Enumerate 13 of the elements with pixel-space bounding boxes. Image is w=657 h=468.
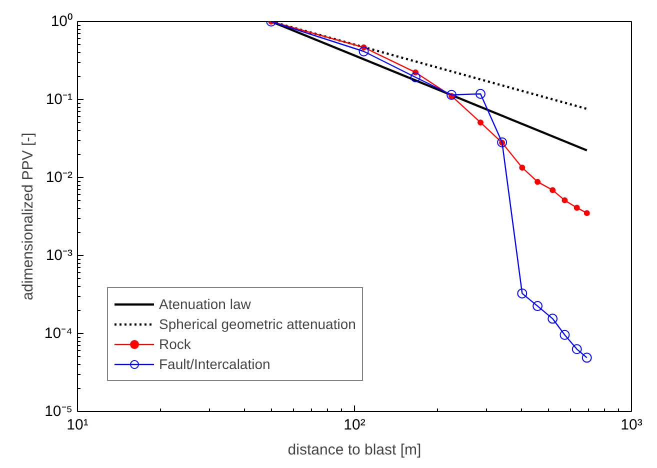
x-tick-label: 10³ <box>620 416 642 434</box>
y-tick-label: 10⁰ <box>50 13 73 30</box>
y-tick-label: 10⁻³ <box>46 247 73 264</box>
y-tick-label: 10⁻² <box>46 169 73 186</box>
y-tick-label: 10⁻¹ <box>46 91 73 108</box>
x-tick-label: 10² <box>344 416 366 434</box>
legend-label: Rock <box>159 335 191 353</box>
y-axis-title: adimensionalized PPV [-] <box>19 132 36 300</box>
y-tick-label: 10⁻⁴ <box>44 325 73 342</box>
legend-label: Fault/Intercalation <box>159 355 270 373</box>
legend-label: Atenuation law <box>159 295 251 313</box>
legend-label: Spherical geometric attenuation <box>159 315 356 333</box>
x-axis-title: distance to blast [m] <box>288 442 422 458</box>
